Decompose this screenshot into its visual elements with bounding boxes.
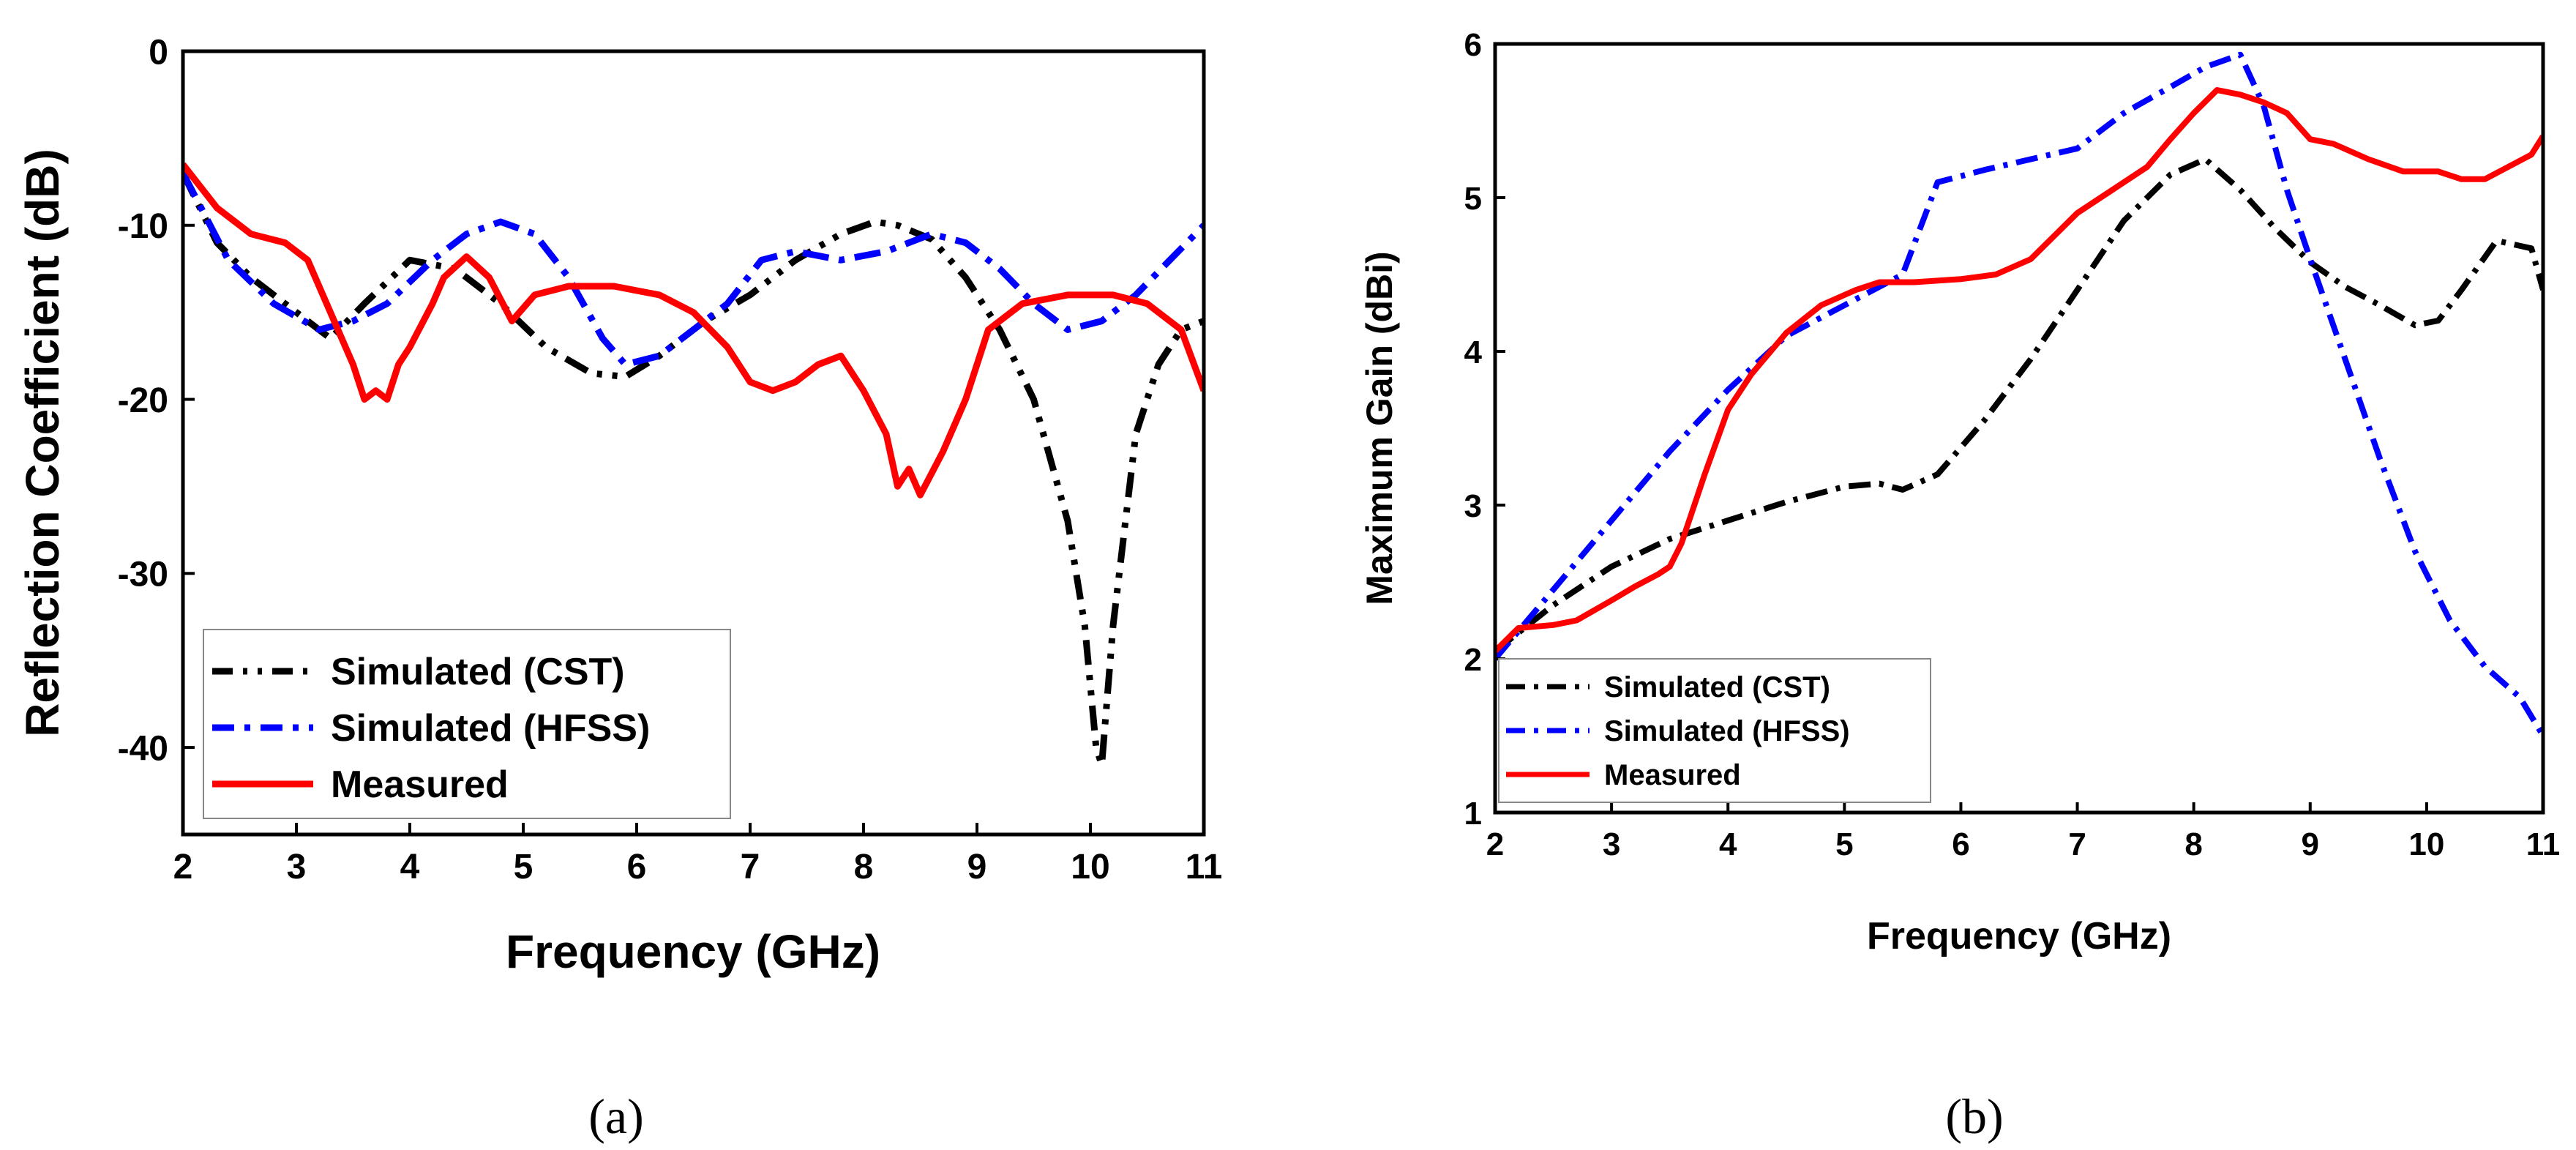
chart-a-xtick-label: 8 — [854, 848, 874, 886]
chart-a-ytick-label: 0 — [149, 33, 168, 72]
chart-a-xtick-label: 7 — [741, 848, 760, 886]
chart-a-xtick-label: 11 — [1186, 848, 1223, 886]
chart-a-ytick-label: -20 — [118, 381, 168, 420]
chart-a-xlabel: Frequency (GHz) — [506, 925, 880, 978]
chart-a-series-measured-line — [183, 162, 1204, 499]
chart-b-legend-cst-label: Simulated (CST) — [1604, 671, 1830, 703]
chart-b-legend-measured-label: Measured — [1604, 759, 1741, 791]
chart-b-series-hfss-line — [1495, 51, 2543, 738]
chart-a-ticks: 2 3 4 5 6 7 8 9 10 11 0 -10 -20 -30 -40 — [118, 33, 1223, 886]
chart-a-xtick-label: 9 — [967, 848, 987, 886]
chart-a-series-hfss-line — [183, 171, 1204, 368]
chart-a-ytick-label: -30 — [118, 556, 168, 594]
chart-b-series-layer — [1495, 51, 2543, 738]
chart-b-xtick-label: 4 — [1719, 826, 1737, 862]
chart-b-xtick-label: 11 — [2526, 826, 2561, 862]
chart-b-legend: Simulated (CST) Simulated (HFSS) Measure… — [1498, 658, 1931, 803]
chart-b-xtick-label: 8 — [2184, 826, 2202, 862]
chart-b-ytick-label: 2 — [1464, 642, 1482, 678]
chart-a-xtick-label: 4 — [400, 848, 420, 886]
chart-b-ytick-label: 1 — [1464, 796, 1482, 832]
chart-b-xtick-label: 10 — [2408, 826, 2444, 862]
chart-a-legend-measured-label: Measured — [331, 763, 509, 806]
chart-a-xtick-label: 3 — [287, 848, 307, 886]
chart-b-ytick-label: 3 — [1464, 488, 1482, 524]
chart-a-frame — [181, 49, 1206, 837]
chart-a-xtick-label: 2 — [173, 848, 193, 886]
chart-a-xtick-label: 6 — [627, 848, 647, 886]
chart-b-xlabel: Frequency (GHz) — [1867, 915, 2171, 957]
chart-a-ytick-label: -10 — [118, 207, 168, 246]
panel-label-a: (a) — [588, 1089, 643, 1144]
chart-b-xtick-label: 2 — [1486, 826, 1504, 862]
chart-a-series-layer — [183, 162, 1204, 769]
chart-a: 2 3 4 5 6 7 8 9 10 11 0 -10 -20 -30 -40 Frequency (GHz… — [16, 33, 1222, 978]
chart-b-xtick-label: 5 — [1835, 826, 1853, 862]
panel-label-b: (b) — [1945, 1089, 2003, 1144]
chart-b-xtick-label: 7 — [2068, 826, 2086, 862]
chart-b-series-cst-line — [1495, 156, 2543, 654]
chart-a-xtick-label: 5 — [514, 848, 533, 886]
chart-b-xtick-label: 9 — [2302, 826, 2319, 862]
chart-b-ylabel: Maximum Gain (dBi) — [1359, 251, 1400, 605]
chart-b-ytick-label: 6 — [1464, 27, 1482, 63]
chart-b-ytick-label: 5 — [1464, 181, 1482, 217]
chart-b-xtick-label: 6 — [1952, 826, 1969, 862]
chart-b-legend-box — [1498, 658, 1931, 803]
chart-b-series-measured-line — [1495, 87, 2543, 654]
chart-a-xtick-label: 10 — [1071, 848, 1109, 886]
chart-b-xtick-label: 3 — [1603, 826, 1620, 862]
chart-b-frame — [1493, 42, 2545, 815]
chart-a-legend: Simulated (CST) Simulated (HFSS) Measure… — [203, 629, 731, 819]
chart-a-ytick-label: -40 — [118, 729, 168, 768]
chart-b-ytick-label: 4 — [1464, 335, 1483, 370]
chart-a-legend-cst-label: Simulated (CST) — [331, 651, 625, 693]
chart-a-series-cst-line — [183, 171, 1204, 769]
chart-a-legend-hfss-label: Simulated (HFSS) — [331, 707, 650, 750]
chart-b-legend-hfss-label: Simulated (HFSS) — [1604, 715, 1850, 747]
chart-a-ylabel: Reflection Coefficient (dB) — [16, 149, 69, 737]
